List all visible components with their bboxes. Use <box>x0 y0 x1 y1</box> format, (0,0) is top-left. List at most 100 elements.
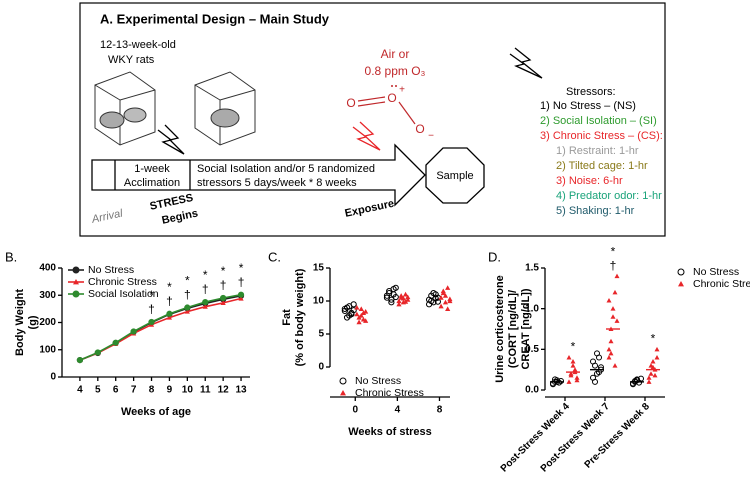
data-point <box>184 309 190 314</box>
x-tick-label: 4 <box>395 405 401 416</box>
data-point <box>646 375 652 380</box>
lone-pair <box>395 85 397 87</box>
legend-marker <box>678 281 684 287</box>
data-point <box>638 375 644 382</box>
y-axis-label: Urine corticosterone <box>494 275 506 383</box>
x-tick-label: Post-Stress Week 7 <box>539 401 613 475</box>
lightning-icon <box>157 124 185 155</box>
exposure-agent: 0.8 ppm O₃ <box>365 64 426 78</box>
data-point <box>220 300 226 305</box>
data-point <box>654 346 660 352</box>
data-point <box>405 294 411 300</box>
data-point <box>614 273 620 279</box>
data-point <box>390 286 397 293</box>
stressor-subitem: 3) Noise: 6-hr <box>556 175 623 187</box>
ozone-charge: + <box>399 85 405 96</box>
y-tick-label: 0.5 <box>525 344 539 355</box>
x-tick-label: 12 <box>218 385 230 396</box>
data-point <box>112 339 119 346</box>
x-tick-label: 10 <box>182 385 194 396</box>
timeline <box>91 143 485 207</box>
significance-mark: † <box>184 288 191 302</box>
data-point <box>606 354 612 360</box>
ozone-atom: O <box>387 91 396 105</box>
x-tick-label: 8 <box>437 405 443 416</box>
data-point <box>94 349 101 356</box>
data-point <box>405 297 411 302</box>
data-point <box>346 303 353 310</box>
data-point <box>570 359 576 364</box>
y-tick-label: 1.5 <box>525 263 539 274</box>
y-axis-label: (CORT [ng/dL]/ <box>507 290 519 368</box>
data-point <box>612 363 618 368</box>
data-point <box>650 364 656 370</box>
y-tick-label: 0.0 <box>525 385 539 396</box>
data-point <box>428 297 435 305</box>
ozone-atom: O <box>415 122 424 136</box>
stressor-subitem: 4) Predator odor: 1-hr <box>556 190 662 202</box>
legend-label: No Stress <box>88 264 134 276</box>
lone-pair <box>391 85 393 87</box>
significance-mark: * <box>571 340 576 354</box>
y-tick-label: 1.0 <box>525 303 539 314</box>
lightning-icon <box>352 121 381 151</box>
stressor-subitem: 1) Restraint: 1-hr <box>556 145 639 157</box>
data-point <box>396 298 402 304</box>
data-point <box>574 377 580 383</box>
data-point <box>650 359 656 364</box>
stressor-item: 1) No Stress – (NS) <box>540 100 636 112</box>
timeline-label: Acclimation <box>124 177 180 189</box>
data-point <box>614 318 620 323</box>
data-point <box>566 379 572 384</box>
x-tick-label: 8 <box>149 385 155 396</box>
x-tick-label: 6 <box>113 385 119 396</box>
ozone-atom: O <box>346 96 355 110</box>
legend-marker <box>72 266 80 274</box>
data-point <box>610 314 616 319</box>
data-point <box>447 296 453 302</box>
data-line <box>79 297 242 361</box>
data-point <box>434 298 441 305</box>
data-point <box>445 285 451 290</box>
panel-a-frame <box>79 2 666 237</box>
data-point <box>392 293 399 301</box>
y-tick-label: 5 <box>318 329 324 340</box>
legend-label: Chronic Stress <box>355 387 424 399</box>
data-point <box>558 378 564 385</box>
animal-age: 12-13-week-old <box>100 39 176 51</box>
panel-a-title: A. Experimental Design – Main Study <box>100 11 330 26</box>
significance-mark: † <box>238 275 245 289</box>
x-tick-label: 7 <box>131 385 137 396</box>
timeline-label: Social Isolation and/or 5 randomized <box>197 163 375 175</box>
lightning-icon <box>509 47 543 79</box>
cage-icon <box>94 71 256 146</box>
panel-label: C. <box>268 249 281 264</box>
legend-marker <box>73 279 79 285</box>
stressor-list: 1) No Stress – (NS) 2) Social Isolation –… <box>540 100 663 217</box>
data-point <box>610 306 616 311</box>
y-tick-label: 300 <box>39 290 56 301</box>
stressor-subitem: 5) Shaking: 1-hr <box>556 205 635 217</box>
significance-mark: † <box>220 278 227 292</box>
data-point <box>166 310 173 317</box>
stressor-subitem: 2) Tilted cage: 1-hr <box>556 160 648 172</box>
x-tick-label: 0 <box>352 405 358 416</box>
x-tick-label: 4 <box>77 385 83 396</box>
data-point <box>166 314 173 320</box>
data-line <box>79 293 242 361</box>
y-tick-label: 15 <box>313 263 325 274</box>
data-point <box>402 291 409 297</box>
data-point <box>442 299 449 305</box>
data-point <box>354 305 360 310</box>
x-axis-label: Weeks of stress <box>348 426 432 438</box>
data-point <box>572 367 578 372</box>
data-point <box>184 304 191 311</box>
panel-label: B. <box>5 249 17 264</box>
y-tick-label: 0 <box>318 362 324 373</box>
data-point <box>612 289 618 295</box>
legend-marker <box>72 290 80 298</box>
data-point <box>430 289 437 297</box>
data-point <box>148 318 155 326</box>
data-point <box>442 293 449 298</box>
